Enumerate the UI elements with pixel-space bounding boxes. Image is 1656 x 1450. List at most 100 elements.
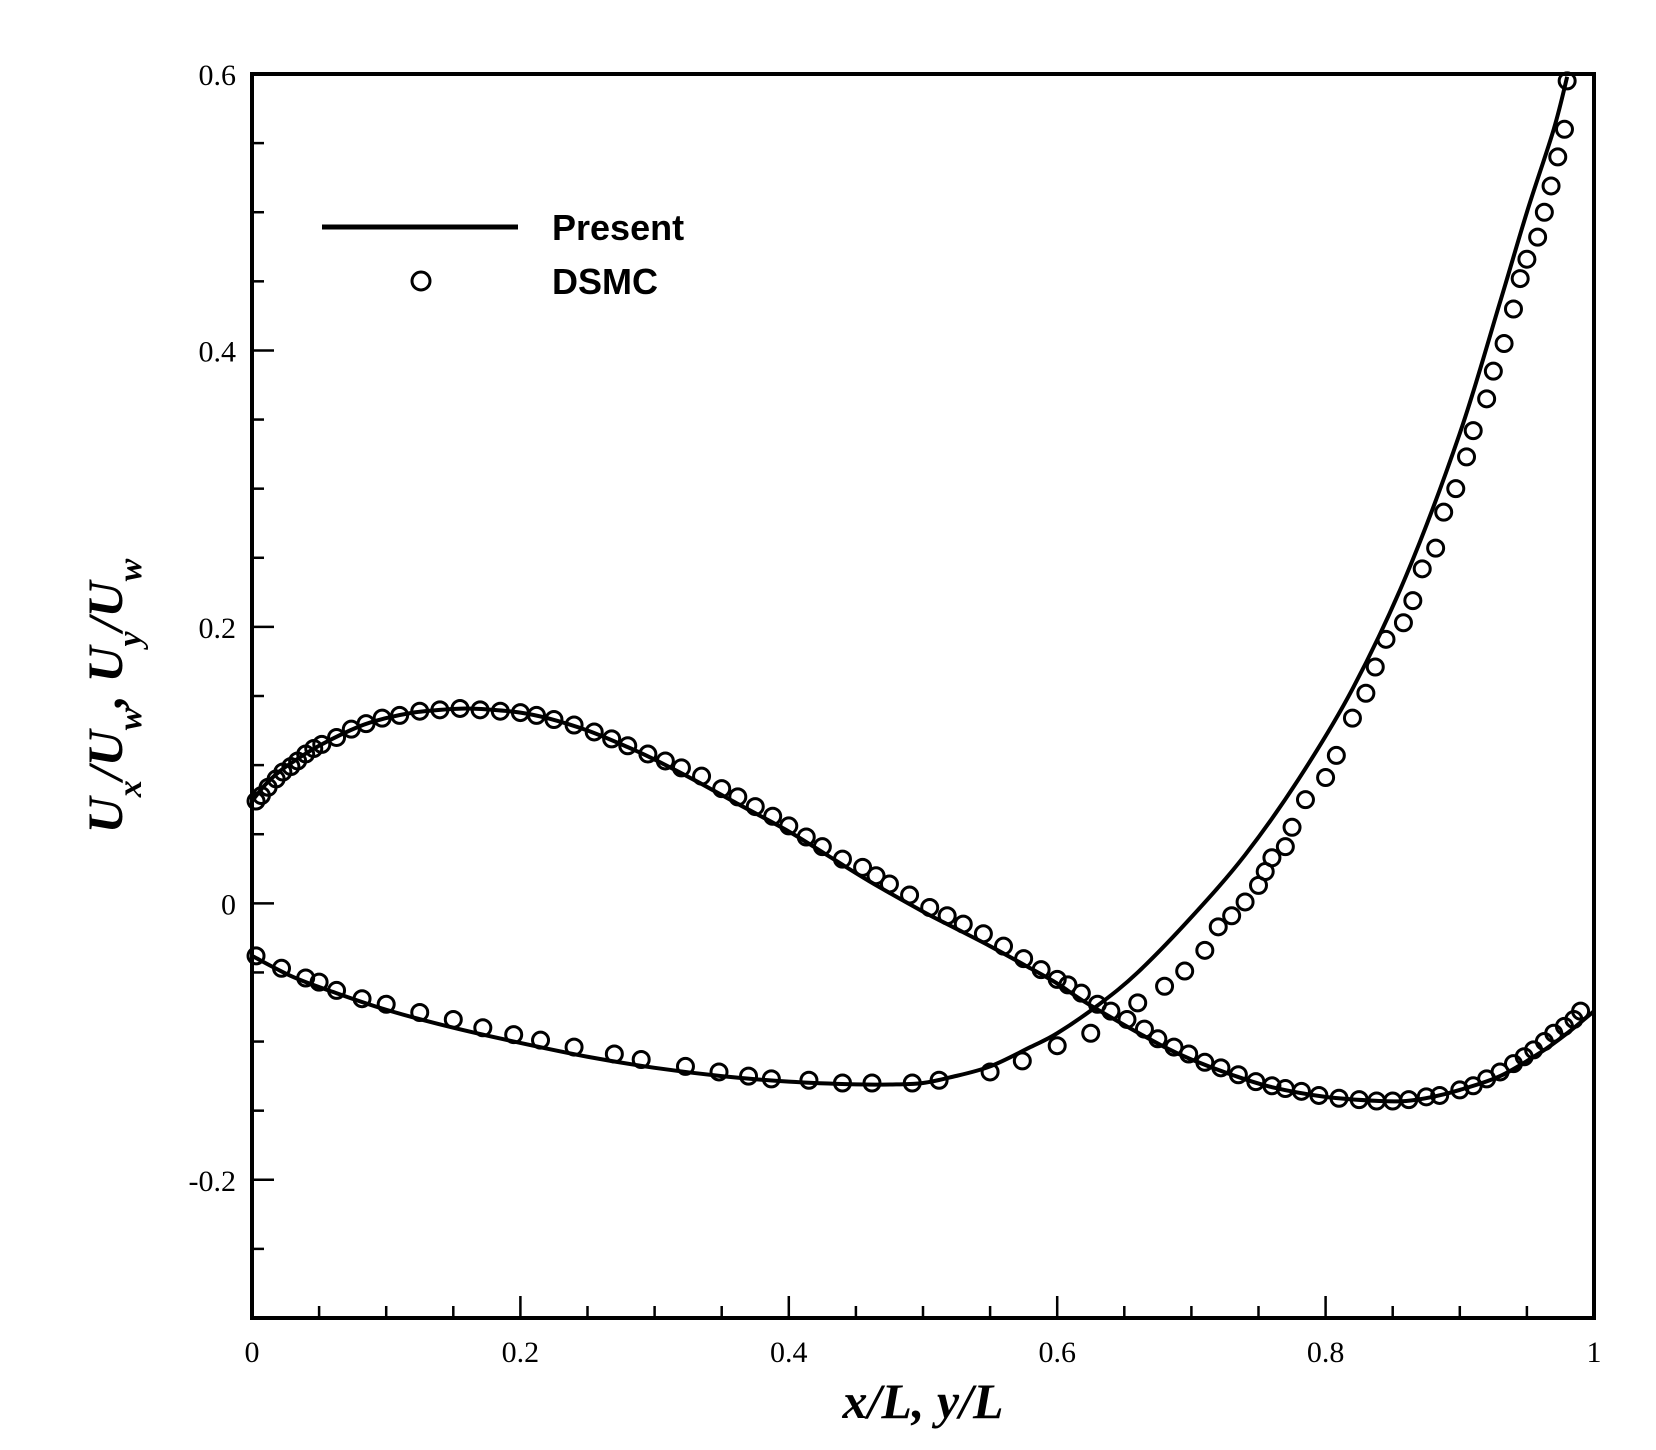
- data-point-1: [1349, 1090, 1369, 1110]
- data-point-3: [410, 1003, 430, 1023]
- data-point-3: [1208, 917, 1228, 937]
- data-point-3: [1365, 657, 1385, 677]
- x-tick-label: 0.6: [1038, 1336, 1076, 1369]
- plot-frame: [250, 72, 1596, 1320]
- data-point-1: [527, 705, 547, 725]
- x-tick-label: 0.2: [502, 1336, 540, 1369]
- data-point-1: [812, 837, 832, 857]
- data-point-3: [902, 1073, 922, 1093]
- data-point-1: [544, 709, 564, 729]
- data-point-3: [1412, 559, 1432, 579]
- data-point-1: [920, 897, 940, 917]
- data-point-3: [473, 1018, 493, 1038]
- data-point-3: [1477, 389, 1497, 409]
- data-point-3: [1426, 538, 1446, 558]
- data-point-3: [376, 994, 396, 1014]
- data-point-3: [675, 1056, 695, 1076]
- data-point-3: [564, 1037, 584, 1057]
- data-point-3: [1295, 790, 1315, 810]
- data-point-1: [1117, 1009, 1137, 1029]
- data-point-1: [312, 734, 332, 754]
- data-point-3: [1316, 768, 1336, 788]
- series-layer: [246, 71, 1596, 1111]
- data-point-1: [832, 849, 852, 869]
- data-point-1: [1262, 1076, 1282, 1096]
- data-point-3: [1503, 299, 1523, 319]
- y-tick-label: 0.6: [199, 59, 237, 92]
- y-tick-label: 0.4: [199, 335, 237, 368]
- data-point-3: [1342, 708, 1362, 728]
- data-point-1: [470, 700, 490, 720]
- data-point-1: [564, 715, 584, 735]
- data-point-3: [739, 1066, 759, 1086]
- legend-circle-sample: [410, 270, 432, 292]
- data-point-3: [1326, 745, 1346, 765]
- data-point-1: [796, 827, 816, 847]
- data-point-1: [1071, 983, 1091, 1003]
- data-point-1: [953, 914, 973, 934]
- data-point-3: [1282, 817, 1302, 837]
- legend-label-dsmc: DSMC: [552, 261, 658, 302]
- data-point-1: [1101, 1001, 1121, 1021]
- data-point-1: [1430, 1085, 1450, 1105]
- data-point-3: [862, 1073, 882, 1093]
- data-point-1: [1399, 1090, 1419, 1110]
- x-tick-label: 1: [1587, 1336, 1602, 1369]
- x-tick-label: 0.4: [770, 1336, 808, 1369]
- data-point-1: [655, 751, 675, 771]
- data-point-3: [631, 1050, 651, 1070]
- data-point-3: [504, 1025, 524, 1045]
- data-point-3: [1434, 502, 1454, 522]
- data-point-1: [1211, 1058, 1231, 1078]
- data-point-1: [490, 701, 510, 721]
- data-point-1: [450, 698, 470, 718]
- data-point-3: [531, 1030, 551, 1050]
- data-point-3: [327, 980, 347, 1000]
- data-point-3: [1155, 976, 1175, 996]
- data-point-3: [1463, 421, 1483, 441]
- data-point-1: [584, 722, 604, 742]
- data-point-3: [352, 989, 372, 1009]
- data-point-3: [1548, 147, 1568, 167]
- data-point-3: [1175, 961, 1195, 981]
- data-point-1: [779, 816, 799, 836]
- data-point-1: [712, 779, 732, 799]
- data-point-1: [372, 708, 392, 728]
- data-point-3: [929, 1070, 949, 1090]
- y-tick-label: 0.2: [199, 612, 237, 645]
- tick-labels: 0 0.2 0.4 0.6 0.8 1 -0.2 0 0.2 0.4 0.6: [189, 59, 1602, 1369]
- data-point-3: [1517, 249, 1537, 269]
- data-point-3: [1528, 227, 1548, 247]
- data-point-3: [1235, 892, 1255, 912]
- data-point-3: [1457, 447, 1477, 467]
- data-point-1: [1329, 1088, 1349, 1108]
- data-point-3: [1195, 940, 1215, 960]
- data-point-1: [866, 866, 886, 886]
- y-tick-label: 0: [221, 888, 236, 921]
- legend: Present DSMC: [322, 207, 684, 302]
- data-point-1: [763, 806, 783, 826]
- data-point-3: [604, 1044, 624, 1064]
- data-point-3: [309, 972, 329, 992]
- data-point-3: [1047, 1036, 1067, 1056]
- data-point-1: [1014, 949, 1034, 969]
- series-line-2: [251, 76, 1570, 1087]
- data-point-3: [1376, 629, 1396, 649]
- data-point-1: [994, 936, 1014, 956]
- data-point-3: [443, 1009, 463, 1029]
- data-point-3: [1081, 1023, 1101, 1043]
- data-point-1: [1571, 1001, 1591, 1021]
- data-point-1: [1148, 1029, 1168, 1049]
- data-point-1: [745, 797, 765, 817]
- data-point-1: [1416, 1087, 1436, 1107]
- data-point-3: [709, 1062, 729, 1082]
- data-point-1: [879, 874, 899, 894]
- data-point-3: [1554, 119, 1574, 139]
- data-point-3: [761, 1069, 781, 1089]
- data-point-1: [728, 787, 748, 807]
- data-point-1: [356, 714, 376, 734]
- data-point-1: [692, 766, 712, 786]
- data-point-1: [430, 700, 450, 720]
